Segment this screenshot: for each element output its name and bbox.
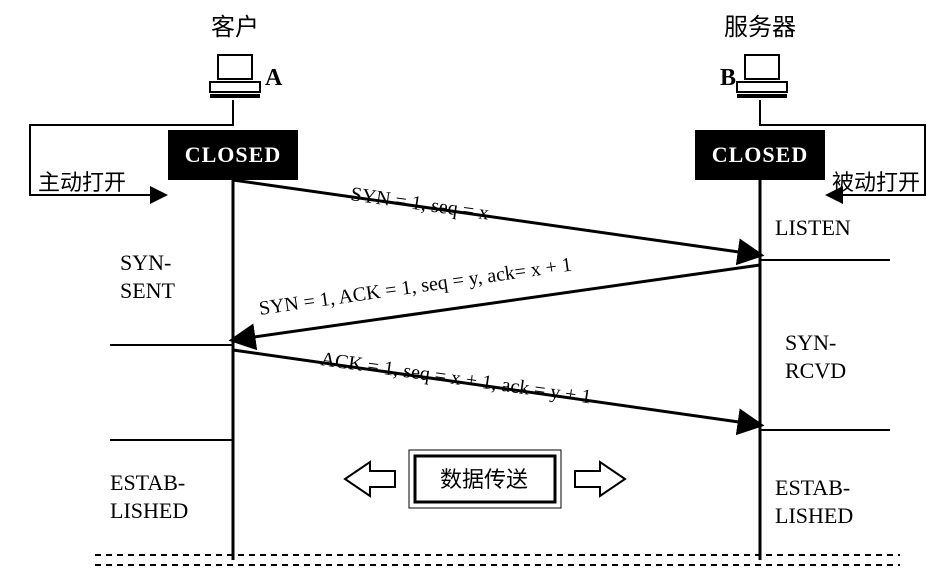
- msg2-text: SYN = 1, ACK = 1, seq = y, ack= x + 1: [258, 254, 574, 320]
- established-b-label-1: ESTAB-: [775, 475, 850, 500]
- host-b-label: B: [720, 65, 736, 91]
- msg1-text: SYN = 1, seq = x: [349, 183, 490, 224]
- data-transfer-label: 数据传送: [440, 467, 528, 492]
- listen-label: LISTEN: [775, 215, 851, 240]
- closed-a-text: CLOSED: [185, 142, 281, 167]
- syn-sent-label-2: SENT: [120, 278, 176, 303]
- syn-rcvd-label-1: SYN-: [785, 330, 836, 355]
- established-b-label-2: LISHED: [775, 503, 853, 528]
- syn-rcvd-label-2: RCVD: [785, 358, 846, 383]
- established-a-label-1: ESTAB-: [110, 470, 185, 495]
- msg1-arrow: [233, 180, 760, 255]
- msg3-text: ACK = 1, seq = x + 1, ack = y + 1: [319, 348, 592, 408]
- host-a-label: A: [265, 65, 283, 91]
- client-computer-icon: [210, 55, 260, 96]
- server-role-label: 服务器: [724, 14, 796, 41]
- passive-open-label: 被动打开: [832, 170, 920, 195]
- active-open-label: 主动打开: [38, 170, 126, 195]
- established-a-label-2: LISHED: [110, 498, 188, 523]
- server-computer-icon: [737, 55, 787, 96]
- client-role-label: 客户: [211, 14, 259, 41]
- closed-b-text: CLOSED: [712, 142, 808, 167]
- data-transfer-group: 数据传送: [345, 450, 625, 508]
- syn-sent-label-1: SYN-: [120, 250, 171, 275]
